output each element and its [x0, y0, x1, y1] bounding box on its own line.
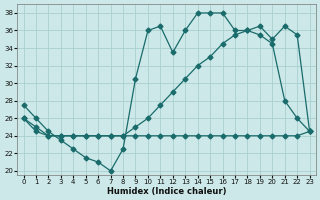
- X-axis label: Humidex (Indice chaleur): Humidex (Indice chaleur): [107, 187, 226, 196]
